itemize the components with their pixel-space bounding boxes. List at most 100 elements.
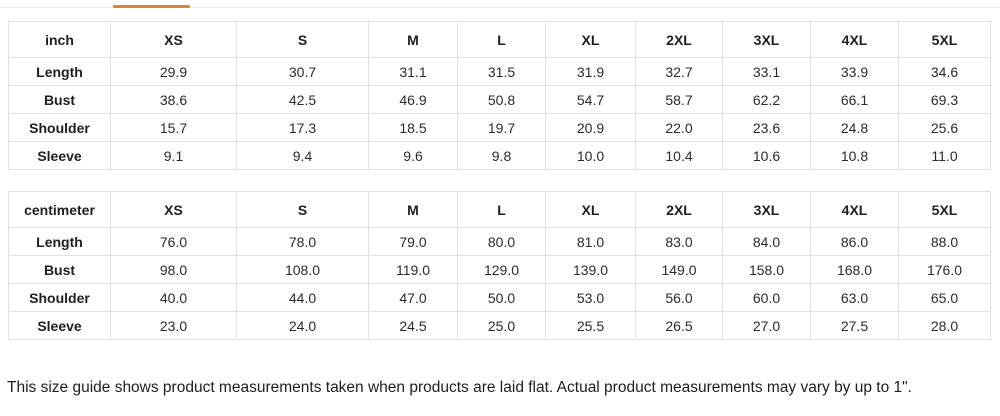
- value-cell: 76.0: [110, 227, 237, 256]
- size-header-cell: 4XL: [810, 21, 899, 58]
- value-cell: 10.6: [722, 141, 811, 170]
- value-cell: 66.1: [810, 85, 899, 114]
- size-header-cell: L: [457, 191, 546, 228]
- value-cell: 31.5: [457, 57, 546, 86]
- value-cell: 15.7: [110, 113, 237, 142]
- value-cell: 108.0: [236, 255, 369, 284]
- value-cell: 27.5: [810, 311, 899, 340]
- value-cell: 10.4: [635, 141, 723, 170]
- value-cell: 24.0: [236, 311, 369, 340]
- value-cell: 80.0: [457, 227, 546, 256]
- value-cell: 11.0: [898, 141, 991, 170]
- size-header-cell: 2XL: [635, 191, 723, 228]
- size-header-cell: XS: [110, 21, 237, 58]
- value-cell: 20.9: [545, 113, 636, 142]
- value-cell: 86.0: [810, 227, 899, 256]
- value-cell: 30.7: [236, 57, 369, 86]
- value-cell: 129.0: [457, 255, 546, 284]
- size-header-cell: XL: [545, 191, 636, 228]
- size-header-cell: 5XL: [898, 191, 991, 228]
- value-cell: 81.0: [545, 227, 636, 256]
- size-header-cell: S: [236, 21, 369, 58]
- value-cell: 38.6: [110, 85, 237, 114]
- value-cell: 158.0: [722, 255, 811, 284]
- value-cell: 25.0: [457, 311, 546, 340]
- row-label-cell: Bust: [8, 255, 111, 284]
- value-cell: 34.6: [898, 57, 991, 86]
- value-cell: 47.0: [368, 283, 458, 312]
- value-cell: 10.8: [810, 141, 899, 170]
- tab-bar: [0, 0, 1000, 8]
- value-cell: 18.5: [368, 113, 458, 142]
- row-label-cell: Shoulder: [8, 283, 111, 312]
- size-header-cell: 3XL: [722, 21, 811, 58]
- value-cell: 9.6: [368, 141, 458, 170]
- table-row: Shoulder 15.7 17.3 18.5 19.7 20.9 22.0 23.6 24.8…: [8, 113, 991, 142]
- value-cell: 22.0: [635, 113, 723, 142]
- value-cell: 54.7: [545, 85, 636, 114]
- value-cell: 27.0: [722, 311, 811, 340]
- size-header-cell: XS: [110, 191, 237, 228]
- value-cell: 10.0: [545, 141, 636, 170]
- value-cell: 24.5: [368, 311, 458, 340]
- table-row: Length 29.9 30.7 31.1 31.5 31.9 32.7 33.1 33.9 34…: [8, 57, 991, 86]
- header-row: inch XS S M L XL 2XL 3XL 4XL 5XL: [8, 21, 991, 58]
- value-cell: 65.0: [898, 283, 991, 312]
- value-cell: 28.0: [898, 311, 991, 340]
- unit-header-cell: inch: [8, 21, 111, 58]
- size-header-cell: 3XL: [722, 191, 811, 228]
- value-cell: 31.1: [368, 57, 458, 86]
- value-cell: 88.0: [898, 227, 991, 256]
- value-cell: 31.9: [545, 57, 636, 86]
- row-label-cell: Sleeve: [8, 141, 111, 170]
- size-table-centimeter: centimeter XS S M L XL 2XL 3XL 4XL 5XL Length 76.0 7…: [8, 191, 991, 340]
- value-cell: 40.0: [110, 283, 237, 312]
- value-cell: 119.0: [368, 255, 458, 284]
- row-label-cell: Shoulder: [8, 113, 111, 142]
- value-cell: 84.0: [722, 227, 811, 256]
- value-cell: 63.0: [810, 283, 899, 312]
- value-cell: 23.6: [722, 113, 811, 142]
- value-cell: 42.5: [236, 85, 369, 114]
- size-header-cell: M: [368, 191, 458, 228]
- value-cell: 29.9: [110, 57, 237, 86]
- active-tab-underline[interactable]: [113, 5, 190, 8]
- value-cell: 23.0: [110, 311, 237, 340]
- size-header-cell: 4XL: [810, 191, 899, 228]
- value-cell: 78.0: [236, 227, 369, 256]
- value-cell: 26.5: [635, 311, 723, 340]
- value-cell: 9.8: [457, 141, 546, 170]
- value-cell: 25.5: [545, 311, 636, 340]
- size-header-cell: 2XL: [635, 21, 723, 58]
- value-cell: 50.8: [457, 85, 546, 114]
- value-cell: 25.6: [898, 113, 991, 142]
- value-cell: 24.8: [810, 113, 899, 142]
- row-label-cell: Sleeve: [8, 311, 111, 340]
- size-header-cell: L: [457, 21, 546, 58]
- value-cell: 83.0: [635, 227, 723, 256]
- value-cell: 46.9: [368, 85, 458, 114]
- table-row: Bust 38.6 42.5 46.9 50.8 54.7 58.7 62.2 66.1 69.3: [8, 85, 991, 114]
- value-cell: 168.0: [810, 255, 899, 284]
- value-cell: 33.9: [810, 57, 899, 86]
- value-cell: 56.0: [635, 283, 723, 312]
- value-cell: 149.0: [635, 255, 723, 284]
- value-cell: 62.2: [722, 85, 811, 114]
- size-table-inch: inch XS S M L XL 2XL 3XL 4XL 5XL Length 29.9 30.7 31.…: [8, 21, 991, 170]
- value-cell: 69.3: [898, 85, 991, 114]
- value-cell: 9.1: [110, 141, 237, 170]
- table-row: Shoulder 40.0 44.0 47.0 50.0 53.0 56.0 60.0 63.0…: [8, 283, 991, 312]
- size-header-cell: XL: [545, 21, 636, 58]
- value-cell: 44.0: [236, 283, 369, 312]
- header-row: centimeter XS S M L XL 2XL 3XL 4XL 5XL: [8, 191, 991, 228]
- size-header-cell: S: [236, 191, 369, 228]
- value-cell: 19.7: [457, 113, 546, 142]
- value-cell: 9.4: [236, 141, 369, 170]
- value-cell: 79.0: [368, 227, 458, 256]
- table-row: Length 76.0 78.0 79.0 80.0 81.0 83.0 84.0 86.0 88…: [8, 227, 991, 256]
- size-header-cell: M: [368, 21, 458, 58]
- row-label-cell: Length: [8, 57, 111, 86]
- size-guide-note: This size guide shows product measuremen…: [7, 379, 912, 396]
- unit-header-cell: centimeter: [8, 191, 111, 228]
- table-row: Bust 98.0 108.0 119.0 129.0 139.0 149.0 158.0 16…: [8, 255, 991, 284]
